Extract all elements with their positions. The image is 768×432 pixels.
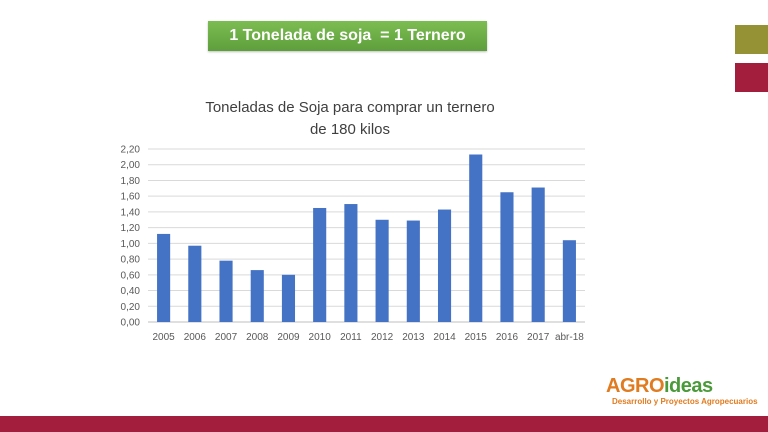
bar bbox=[250, 270, 264, 322]
x-tick-label: 2008 bbox=[246, 332, 269, 343]
bar bbox=[469, 154, 483, 322]
x-tick-label: 2015 bbox=[465, 332, 488, 343]
logo-tagline: Desarrollo y Proyectos Agropecuarios bbox=[612, 397, 758, 406]
bar bbox=[157, 233, 171, 322]
x-tick-label: 2017 bbox=[527, 332, 550, 343]
accent-block-red bbox=[735, 63, 768, 92]
y-tick-label: 0,20 bbox=[121, 302, 141, 313]
y-tick-label: 0,00 bbox=[121, 318, 141, 329]
bar bbox=[500, 192, 514, 322]
bar bbox=[188, 245, 202, 322]
chart-title-line1: Toneladas de Soja para comprar un terner… bbox=[205, 99, 495, 116]
x-tick-label: 2011 bbox=[340, 332, 362, 343]
logo-ideas-text: ideas bbox=[664, 375, 713, 397]
headline-banner: 1 Tonelada de soja = 1 Ternero bbox=[208, 21, 487, 51]
x-tick-label: 2006 bbox=[184, 332, 207, 343]
y-tick-label: 0,60 bbox=[121, 270, 141, 281]
bar bbox=[281, 274, 296, 322]
logo-agro-text: AGRO bbox=[606, 375, 665, 397]
x-tick-label: 2016 bbox=[496, 332, 519, 343]
accent-block-olive bbox=[735, 25, 768, 54]
y-tick-label: 1,00 bbox=[121, 239, 141, 250]
bar bbox=[344, 204, 358, 322]
x-tick-label: 2010 bbox=[309, 332, 332, 343]
y-tick-label: 0,80 bbox=[121, 255, 141, 266]
x-tick-label: 2005 bbox=[152, 332, 175, 343]
y-tick-label: 1,60 bbox=[121, 192, 141, 203]
chart-title: Toneladas de Soja para comprar un terner… bbox=[150, 97, 550, 141]
x-tick-label: 2013 bbox=[402, 332, 425, 343]
bar bbox=[219, 260, 233, 322]
x-tick-label: 2012 bbox=[371, 332, 394, 343]
bar bbox=[375, 219, 389, 322]
y-tick-label: 2,20 bbox=[121, 145, 141, 156]
bar bbox=[531, 187, 545, 322]
footer-bar bbox=[0, 416, 768, 432]
bar bbox=[406, 220, 420, 322]
x-tick-label: 2007 bbox=[215, 332, 238, 343]
x-tick-label: abr-18 bbox=[555, 332, 584, 343]
bar bbox=[562, 240, 576, 322]
y-tick-label: 1,80 bbox=[121, 176, 141, 187]
y-tick-label: 1,40 bbox=[121, 207, 141, 218]
bar bbox=[437, 209, 452, 322]
y-tick-label: 0,40 bbox=[121, 286, 141, 297]
y-tick-label: 2,00 bbox=[121, 160, 141, 171]
agroideas-logo: AGROideas Desarrollo y Proyectos Agropec… bbox=[606, 375, 762, 411]
bar bbox=[313, 207, 327, 322]
x-tick-label: 2009 bbox=[277, 332, 300, 343]
x-tick-label: 2014 bbox=[433, 332, 456, 343]
y-tick-label: 1,20 bbox=[121, 223, 141, 234]
chart-title-line2: de 180 kilos bbox=[309, 121, 391, 138]
